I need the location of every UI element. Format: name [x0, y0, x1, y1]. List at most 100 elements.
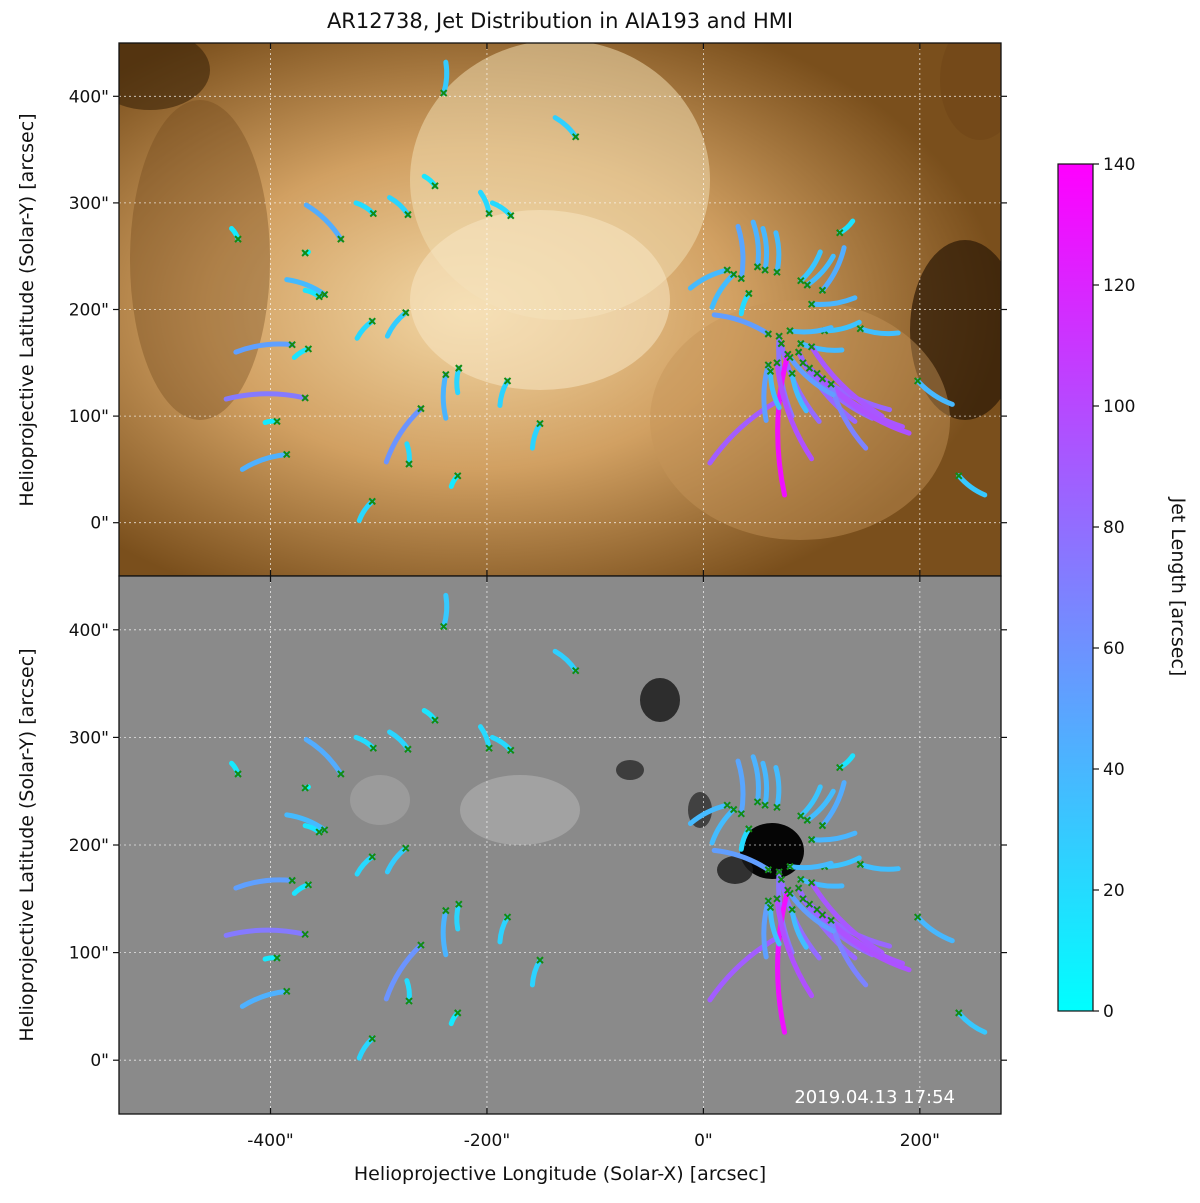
jet-base-marker — [913, 913, 922, 921]
jet-track — [767, 904, 782, 947]
y-tick-label-top: 200" — [69, 301, 109, 321]
jet-track — [787, 354, 836, 398]
jet-base-marker — [288, 340, 296, 349]
jet-base-marker — [442, 370, 450, 379]
y-axis-label-bottom: Helioprojective Latitude (Solar-Y) [arcs… — [16, 648, 38, 1041]
jet-base-marker — [856, 324, 865, 333]
jet-base-marker — [417, 404, 425, 413]
colorbar: 0 20 40 60 80 100 120 140 Jet Length [arcsec] — [1057, 155, 1189, 1022]
jet-base-marker — [913, 377, 922, 385]
jet-base-marker — [304, 345, 313, 353]
jet-track — [711, 312, 771, 337]
jet-base-marker — [753, 798, 762, 806]
jet-base-marker — [797, 339, 805, 348]
jet-track — [707, 932, 784, 1003]
jet-base-marker — [404, 210, 412, 219]
jet-base-marker — [315, 293, 323, 301]
jet-base-marker — [836, 229, 844, 237]
colorbar-tick-label: 60 — [1103, 639, 1125, 659]
jet-base-marker — [803, 816, 811, 824]
jet-track — [223, 391, 308, 402]
jet-base-marker — [827, 380, 835, 388]
jet-base-marker — [442, 906, 450, 915]
jet-base-marker — [234, 770, 242, 778]
jet-base-marker — [764, 897, 773, 905]
jet-base-marker — [729, 270, 738, 279]
jet-base-marker — [337, 235, 345, 243]
jet-base-marker — [794, 348, 803, 356]
jet-base-marker — [764, 866, 773, 874]
jet-track — [774, 360, 815, 462]
hmi-panel: 2019.04.13 17:54 — [118, 575, 1002, 1115]
jet-base-marker — [536, 956, 544, 964]
jet-base-marker — [431, 716, 439, 724]
jet-track — [767, 368, 782, 411]
jet-base-marker — [797, 875, 805, 884]
jet-base-marker — [315, 828, 323, 836]
jet-base-marker — [955, 1009, 963, 1017]
jet-base-marker — [729, 805, 738, 814]
jet-base-marker — [745, 825, 753, 833]
jet-base-marker — [571, 133, 580, 141]
jet-base-marker — [283, 987, 291, 996]
jet-base-marker — [283, 450, 291, 459]
jet-track — [809, 295, 858, 308]
jet-base-marker — [766, 367, 775, 376]
jet-base-marker — [764, 361, 773, 369]
jet-track — [477, 724, 492, 751]
jet-track — [735, 223, 746, 282]
jet-track — [404, 441, 412, 467]
jet-base-marker — [536, 419, 544, 428]
jet-track — [857, 861, 901, 872]
jet-base-marker — [454, 1009, 462, 1017]
y-tick-label-bottom: 200" — [69, 836, 109, 856]
colorbar-tick-label: 20 — [1103, 881, 1125, 901]
jet-base-marker — [368, 1034, 376, 1043]
jet-base-marker — [723, 801, 731, 809]
jet-track — [440, 372, 449, 421]
jet-track — [477, 189, 492, 217]
jet-track — [857, 326, 901, 337]
jet-track — [773, 230, 782, 275]
jet-track — [761, 898, 771, 960]
jet-base-marker — [794, 884, 803, 892]
x-tick-label: 200" — [900, 1131, 940, 1151]
jet-base-marker — [737, 274, 745, 283]
jet-track — [809, 344, 885, 419]
jet-base-marker — [723, 266, 731, 274]
jet-track — [798, 876, 845, 889]
jet-base-marker — [485, 209, 493, 218]
jet-base-marker — [807, 835, 816, 844]
x-axis-label: Helioprojective Longitude (Solar-X) [arc… — [354, 1163, 766, 1185]
jet-base-marker — [818, 821, 827, 830]
jet-track — [441, 592, 450, 630]
jet-base-marker — [455, 364, 463, 372]
jet-track — [404, 978, 412, 1004]
x-tick-label: -200" — [464, 1131, 510, 1151]
jet-base-marker — [402, 308, 410, 317]
jet-track — [787, 325, 834, 335]
jet-base-marker — [454, 472, 462, 480]
jet-base-marker — [301, 930, 309, 939]
jet-track — [707, 396, 784, 466]
y-tick-label-top: 400" — [69, 87, 109, 107]
jet-track — [774, 896, 815, 999]
jet-base-marker — [405, 460, 413, 468]
jet-track — [454, 901, 462, 932]
jet-base-marker — [786, 353, 794, 362]
jet-track — [798, 341, 845, 353]
jet-base-marker — [368, 853, 376, 861]
jet-track — [711, 847, 771, 873]
y-tick-label-bottom: 400" — [69, 621, 109, 641]
jet-base-marker — [788, 369, 796, 378]
jet-base-marker — [799, 359, 807, 367]
jet-track — [233, 877, 295, 891]
colorbar-tick-label: 0 — [1103, 1002, 1114, 1022]
jet-track — [828, 381, 869, 451]
jet-base-marker — [368, 497, 376, 506]
x-tick-label: 0" — [694, 1131, 713, 1151]
jet-base-marker — [301, 249, 309, 257]
jet-base-marker — [417, 941, 425, 949]
timestamp: 2019.04.13 17:54 — [794, 1087, 955, 1108]
jet-track — [809, 880, 885, 956]
